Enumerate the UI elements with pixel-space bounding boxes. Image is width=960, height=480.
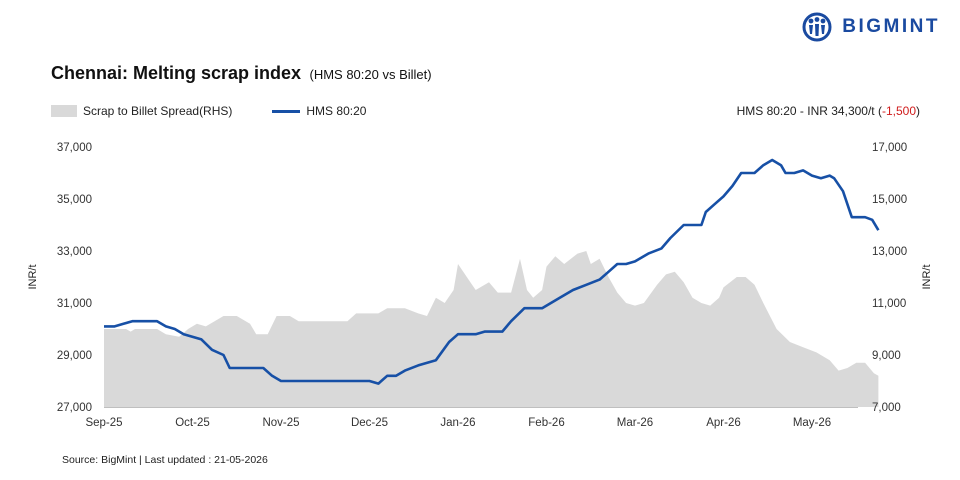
y-left-tick-label: 35,000 <box>57 194 92 206</box>
y-left-tick-label: 31,000 <box>57 298 92 310</box>
legend-item-hms: HMS 80:20 <box>272 104 366 118</box>
price-note: HMS 80:20 - INR 34,300/t (-1,500) <box>737 104 920 118</box>
x-tick-label: Mar-26 <box>617 417 653 429</box>
price-note-text: HMS 80:20 - INR 34,300/t ( <box>736 104 882 118</box>
y-right-tick-label: 17,000 <box>872 142 907 154</box>
bigmint-logo: BIGMINT <box>800 12 940 42</box>
y-left-tick-label: 33,000 <box>57 246 92 258</box>
x-tick-label: Jan-26 <box>440 417 475 429</box>
source-note: Source: BigMint | Last updated : 21-05-2… <box>62 454 268 466</box>
chart-subtitle: (HMS 80:20 vs Billet) <box>309 67 432 82</box>
legend-item-spread: Scrap to Billet Spread(RHS) <box>51 104 232 118</box>
legend-label-hms: HMS 80:20 <box>306 104 367 118</box>
y-left-tick-label: 27,000 <box>57 402 92 414</box>
series-area-spread <box>104 251 879 407</box>
x-tick-label: Feb-26 <box>528 417 564 429</box>
x-tick-label: Apr-26 <box>706 417 741 429</box>
y-right-tick-label: 13,000 <box>872 246 907 258</box>
brand-name: BIGMINT <box>842 16 940 37</box>
chart-title-row: Chennai: Melting scrap index (HMS 80:20 … <box>51 63 432 84</box>
legend-swatch-hms <box>272 109 301 113</box>
y-right-tick-label: 15,000 <box>872 194 907 206</box>
y-left-axis-title: INR/t <box>27 264 39 289</box>
y-right-tick-label: 11,000 <box>872 298 906 310</box>
y-left-tick-label: 37,000 <box>57 142 92 154</box>
legend: Scrap to Billet Spread(RHS) HMS 80:20 <box>51 104 406 118</box>
y-right-tick-label: 7,000 <box>872 402 901 414</box>
x-tick-label: May-26 <box>793 417 831 429</box>
y-right-axis-title: INR/t <box>921 264 933 289</box>
x-tick-label: Dec-25 <box>351 417 388 429</box>
legend-swatch-spread <box>51 105 77 117</box>
bigmint-logo-icon <box>802 12 832 42</box>
y-right-tick-label: 9,000 <box>872 350 901 362</box>
price-change: -1,500 <box>881 104 916 118</box>
chart-title: Chennai: Melting scrap index <box>51 63 302 83</box>
x-tick-label: Nov-25 <box>262 417 299 429</box>
x-tick-label: Sep-25 <box>85 417 122 429</box>
price-note-close: ) <box>916 104 920 118</box>
series-line-hms <box>104 158 880 385</box>
x-tick-label: Oct-25 <box>175 417 210 429</box>
y-left-tick-label: 29,000 <box>57 350 92 362</box>
legend-label-spread: Scrap to Billet Spread(RHS) <box>83 104 233 118</box>
